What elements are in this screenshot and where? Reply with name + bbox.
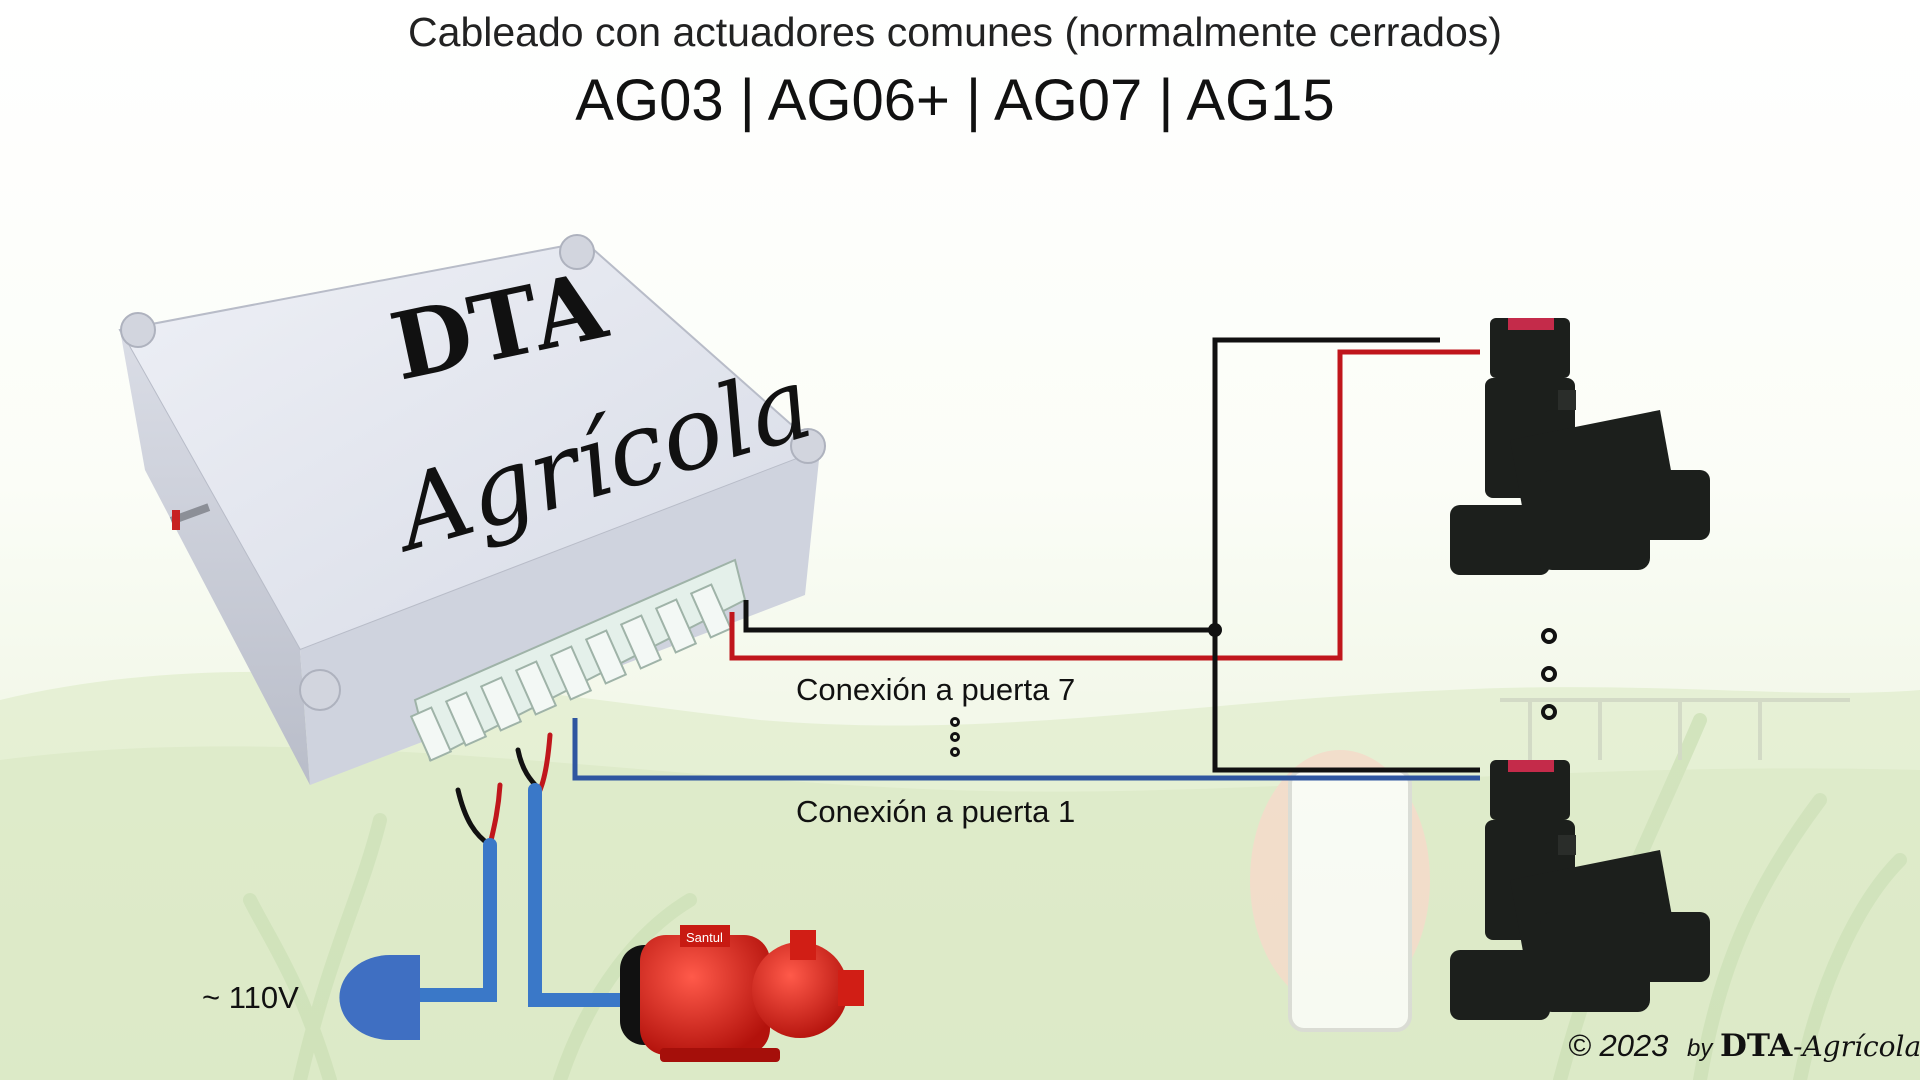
copyright-year: © 2023 (1568, 1028, 1668, 1063)
door-1-label: Conexión a puerta 1 (796, 794, 1075, 829)
controller-box-icon: DTA Agrícola (118, 234, 826, 785)
pump-icon: Santul (620, 925, 864, 1062)
solenoid-valve-icon (1450, 318, 1710, 575)
wire-door-1 (572, 630, 1480, 781)
copyright: © 2023 by DTA -Agrícola (1568, 1028, 1920, 1064)
copyright-brand-rest: -Agrícola (1793, 1030, 1920, 1063)
diagram-title: AG03 | AG06+ | AG07 | AG15 (575, 68, 1334, 133)
terminal-block (409, 558, 747, 762)
mains-wiring (388, 732, 627, 1007)
pump-brand-label: Santul (686, 930, 723, 945)
plug-icon (339, 955, 420, 1040)
ellipsis-dots-icon (950, 717, 960, 757)
wire-door-7 (729, 337, 1480, 661)
copyright-by: by (1687, 1035, 1714, 1062)
voltage-label: ~ 110V (202, 980, 299, 1015)
wire-junction (1208, 623, 1222, 637)
door-7-label: Conexión a puerta 7 (796, 672, 1075, 707)
solenoid-valve-icon (1450, 760, 1710, 1020)
copyright-brand-dta: DTA (1720, 1028, 1793, 1064)
ellipsis-dots-icon (1541, 628, 1557, 720)
diagram-subtitle: Cableado con actuadores comunes (normalm… (408, 9, 1502, 55)
